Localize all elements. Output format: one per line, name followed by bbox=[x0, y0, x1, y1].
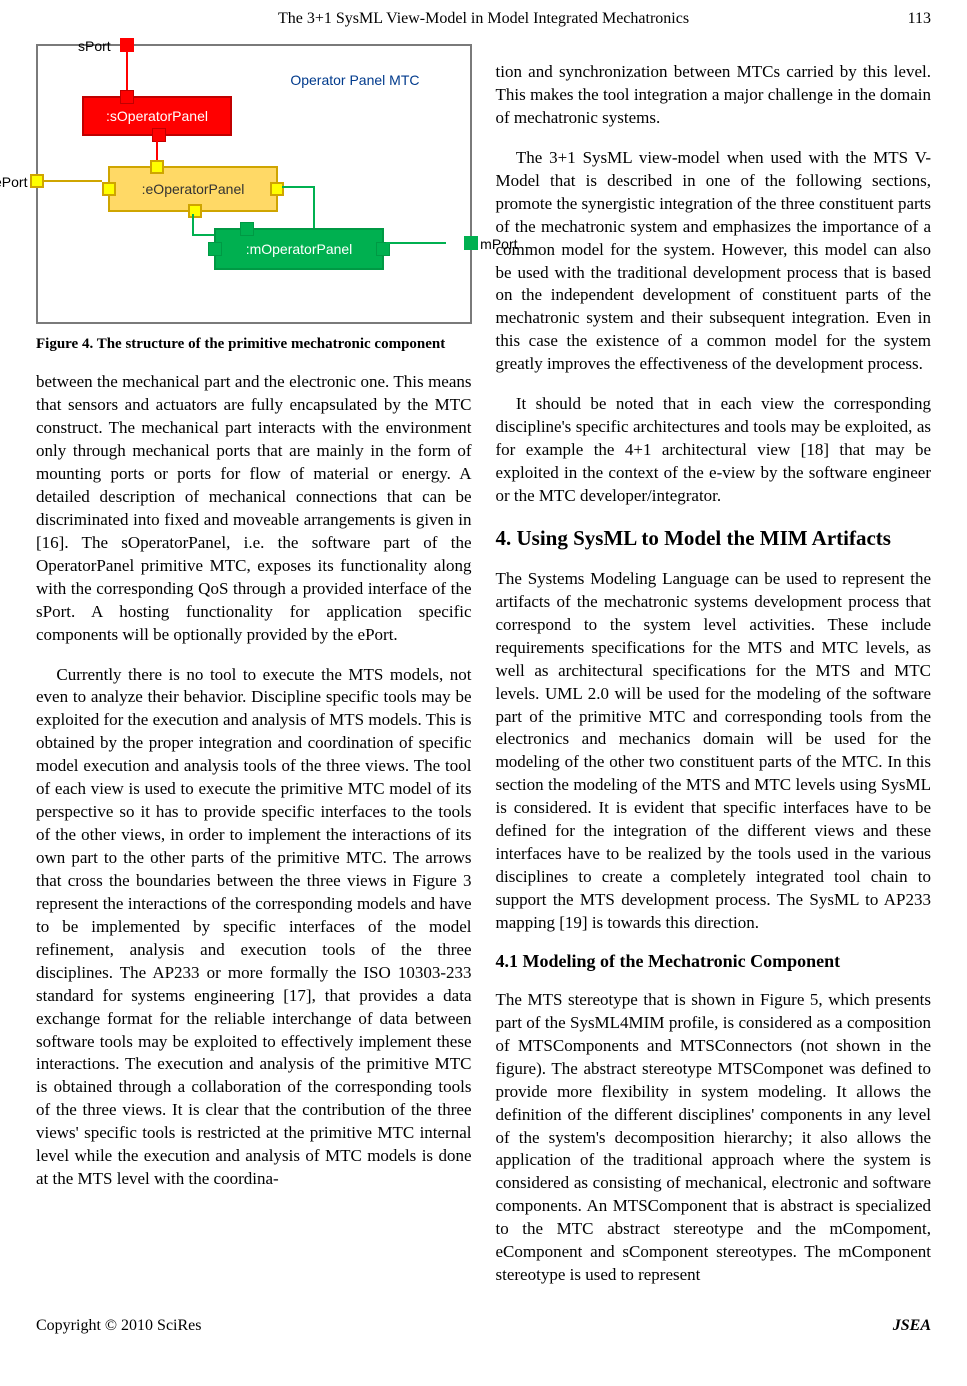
eoperatorpanel-bottom-port-icon bbox=[188, 204, 202, 218]
soperatorpanel-top-port-icon bbox=[120, 90, 134, 104]
mport-label: mPort bbox=[480, 236, 517, 252]
connector-moperator-to-mport bbox=[386, 242, 446, 244]
left-para-2: Currently there is no tool to execute th… bbox=[36, 664, 472, 1192]
header-spacer bbox=[36, 10, 96, 28]
footer-copyright: Copyright © 2010 SciRes bbox=[36, 1317, 202, 1335]
moperatorpanel-right-port-icon bbox=[376, 242, 390, 256]
eport-label: ePort bbox=[0, 174, 27, 190]
eoperatorpanel-right-port-icon bbox=[270, 182, 284, 196]
figure-4-caption: Figure 4. The structure of the primitive… bbox=[36, 334, 472, 354]
left-para-1: between the mechanical part and the elec… bbox=[36, 371, 472, 646]
sport-square-icon bbox=[120, 38, 134, 52]
figure-4-diagram: Operator Panel MTC sPort ePort mPort :sO… bbox=[36, 44, 472, 324]
page-number: 113 bbox=[871, 10, 931, 28]
page-footer: Copyright © 2010 SciRes JSEA bbox=[36, 1317, 931, 1335]
moperatorpanel-top-port-icon bbox=[240, 222, 254, 236]
eoperatorpanel-top-port-icon bbox=[150, 160, 164, 174]
running-header: The 3+1 SysML View-Model in Model Integr… bbox=[36, 10, 931, 28]
moperatorpanel-left-port-icon bbox=[208, 242, 222, 256]
moperatorpanel-label: :mOperatorPanel bbox=[246, 241, 353, 257]
right-para-2: The 3+1 SysML view-model when used with … bbox=[496, 147, 932, 376]
eoperatorpanel-left-port-icon bbox=[102, 182, 116, 196]
right-column: tion and synchronization between MTCs ca… bbox=[496, 44, 932, 1287]
page: The 3+1 SysML View-Model in Model Integr… bbox=[0, 0, 967, 1355]
soperatorpanel-bottom-port-icon bbox=[152, 128, 166, 142]
connector-moperator-up bbox=[313, 186, 315, 228]
soperatorpanel-block: :sOperatorPanel bbox=[82, 96, 232, 136]
diagram-title: Operator Panel MTC bbox=[290, 72, 419, 88]
connector-moperator-to-eoperator-right bbox=[282, 186, 315, 188]
right-para-5: The MTS stereotype that is shown in Figu… bbox=[496, 989, 932, 1287]
right-para-3: It should be noted that in each view the… bbox=[496, 393, 932, 508]
section-4-heading: 4. Using SysML to Model the MIM Artifact… bbox=[496, 526, 932, 551]
connector-eport-to-eoperator bbox=[42, 180, 102, 182]
mport-square-icon bbox=[464, 236, 478, 250]
two-column-layout: Operator Panel MTC sPort ePort mPort :sO… bbox=[36, 44, 931, 1287]
sport-label: sPort bbox=[78, 38, 111, 54]
footer-journal: JSEA bbox=[893, 1317, 931, 1335]
eoperatorpanel-block: :eOperatorPanel bbox=[108, 166, 278, 212]
moperatorpanel-block: :mOperatorPanel bbox=[214, 228, 384, 270]
left-column: Operator Panel MTC sPort ePort mPort :sO… bbox=[36, 44, 472, 1287]
connector-eoperator-to-moperator-down bbox=[192, 214, 194, 236]
running-title: The 3+1 SysML View-Model in Model Integr… bbox=[96, 10, 871, 28]
right-para-4: The Systems Modeling Language can be use… bbox=[496, 568, 932, 935]
eoperatorpanel-label: :eOperatorPanel bbox=[142, 181, 245, 197]
section-4-1-heading: 4.1 Modeling of the Mechatronic Componen… bbox=[496, 951, 932, 972]
soperatorpanel-label: :sOperatorPanel bbox=[106, 108, 208, 124]
right-para-1: tion and synchronization between MTCs ca… bbox=[496, 61, 932, 130]
